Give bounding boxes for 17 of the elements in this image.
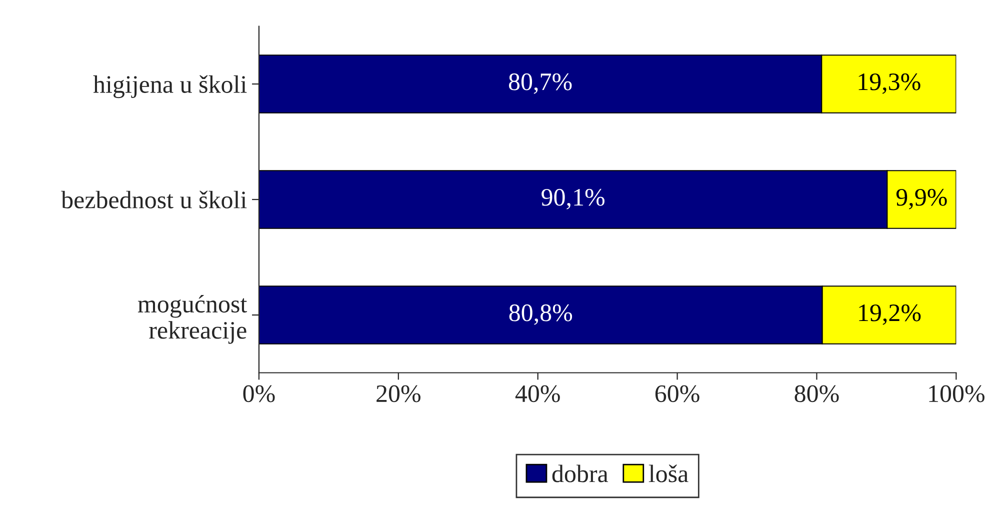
legend-label: dobra [552,464,608,482]
legend-label: loša [648,464,688,482]
x-tick-label: 60% [655,385,700,402]
data-label: 9,9% [896,188,947,210]
y-tick-label: mogućnost rekreacije [138,294,248,344]
data-label: 90,1% [542,188,604,210]
data-label: 19,3% [858,73,920,94]
x-tick-label: 80% [794,385,839,402]
x-tick-label: 0% [243,385,275,402]
y-tick-label: higijena u školi [93,75,247,98]
x-tick-label: 100% [929,385,984,402]
data-label: 80,8% [509,304,572,325]
y-tick-label: bezbednost u školi [61,190,247,208]
data-label: 80,7% [508,73,572,94]
x-tick-label: 20% [376,385,420,402]
data-label: 19,2% [859,304,921,325]
x-tick-label: 40% [515,385,560,402]
